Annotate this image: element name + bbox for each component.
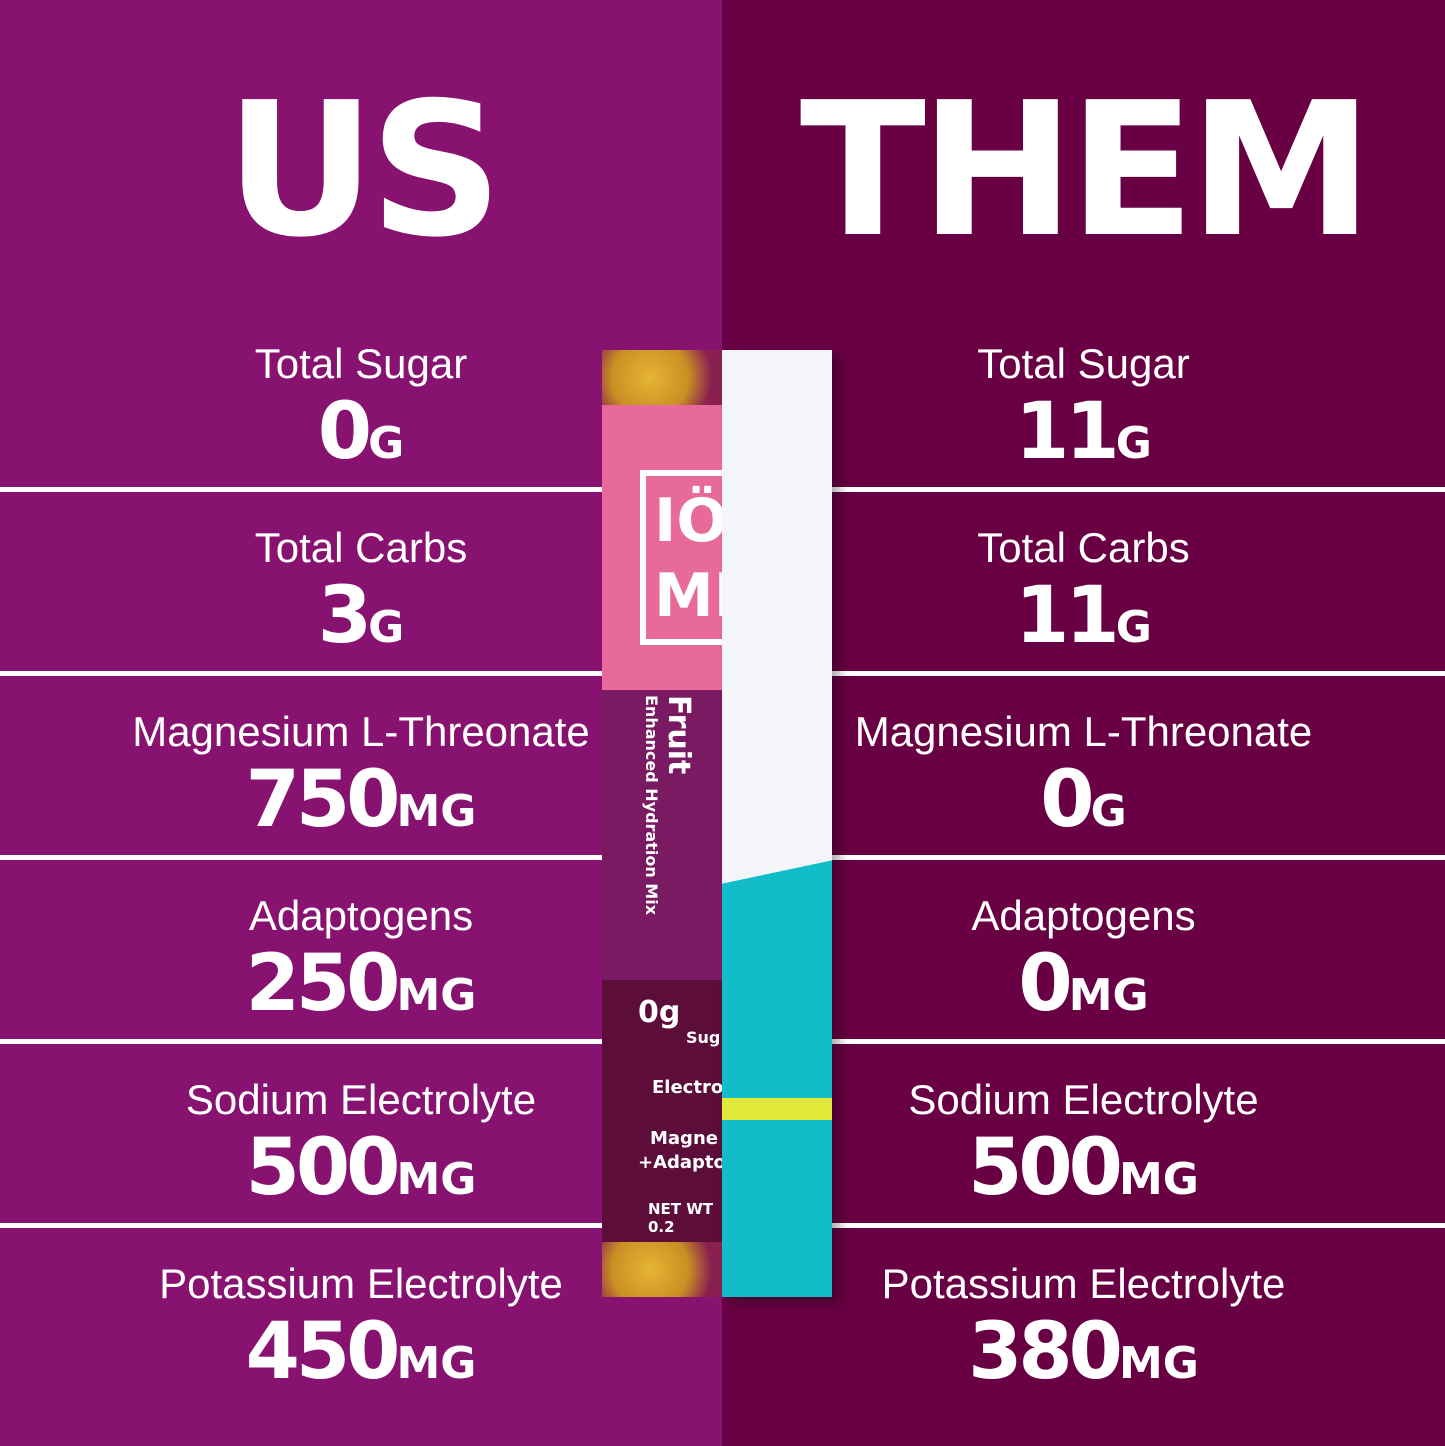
- us-row: Sodium Electrolyte 500MG: [0, 1066, 722, 1250]
- nutrient-label: Potassium Electrolyte: [159, 1260, 563, 1307]
- nutrient-value: 750MG: [245, 755, 477, 845]
- us-title: US: [225, 62, 502, 278]
- nutrient-value: 0MG: [1018, 939, 1149, 1029]
- packet-adaptogens: +Adapto: [638, 1152, 726, 1173]
- nutrient-label: Potassium Electrolyte: [881, 1260, 1286, 1307]
- them-row: Magnesium L-Threonate 0G: [722, 698, 1445, 882]
- product-packet-them: [722, 350, 832, 1297]
- us-row: Magnesium L-Threonate 750MG: [0, 698, 722, 882]
- nutrient-label: Sodium Electrolyte: [185, 1076, 537, 1123]
- them-row: Potassium Electrolyte 380MG: [722, 1250, 1445, 1434]
- nutrient-unit: G: [1115, 602, 1152, 653]
- us-row: Potassium Electrolyte 450MG: [0, 1250, 722, 1434]
- packet-net-weight: NET WT 0.2: [648, 1200, 714, 1236]
- nutrient-label: Sodium Electrolyte: [908, 1076, 1259, 1123]
- row-divider: [830, 1223, 1445, 1228]
- us-panel: US Total Sugar 0G Total Carbs 3G Magnesium…: [0, 0, 722, 1446]
- nutrient-label: Magnesium L-Threonate: [132, 708, 590, 755]
- nutrient-value: 3G: [317, 571, 405, 661]
- nutrient-unit: MG: [396, 1338, 477, 1389]
- them-title: THEM: [799, 62, 1374, 278]
- packet-magnesium: Magne: [650, 1128, 718, 1149]
- nutrient-value: 500MG: [245, 1123, 477, 1213]
- row-divider: [830, 1039, 1445, 1044]
- nutrient-value: 11G: [1015, 387, 1152, 477]
- nutrient-unit: MG: [396, 970, 477, 1021]
- row-divider: [0, 1039, 620, 1044]
- row-divider: [0, 487, 620, 492]
- nutrient-unit: MG: [1068, 970, 1149, 1021]
- packet-stripe: [722, 1098, 832, 1120]
- nutrient-unit: MG: [396, 786, 477, 837]
- nutrient-label: Total Sugar: [254, 340, 468, 387]
- nutrient-label: Total Carbs: [254, 524, 468, 571]
- packet-flavor: Fruit Enhanced Hydration Mix: [642, 695, 696, 916]
- them-panel: THEM Total Sugar 11G Total Carbs 11G Magne…: [722, 0, 1445, 1446]
- nutrient-unit: MG: [396, 1154, 477, 1205]
- row-divider: [0, 1223, 620, 1228]
- nutrient-value: 250MG: [245, 939, 477, 1029]
- row-divider: [830, 671, 1445, 676]
- nutrient-unit: MG: [1118, 1338, 1199, 1389]
- row-divider: [830, 487, 1445, 492]
- nutrient-unit: G: [368, 418, 405, 469]
- row-divider: [0, 671, 620, 676]
- packet-electrolytes: Electro: [652, 1077, 724, 1098]
- packet-sugar-label: Sug: [686, 1028, 721, 1047]
- nutrient-value: 0G: [317, 387, 405, 477]
- nutrient-unit: G: [368, 602, 405, 653]
- them-row: Sodium Electrolyte 500MG: [722, 1066, 1445, 1250]
- us-row: Total Sugar 0G: [0, 330, 722, 514]
- them-row: Total Sugar 11G: [722, 330, 1445, 514]
- nutrient-label: Total Carbs: [977, 524, 1190, 571]
- brand-logo: IÖ MI: [640, 470, 736, 645]
- packet-sugar: 0g: [638, 995, 681, 1030]
- passion-fruit-image: [602, 1242, 722, 1297]
- product-packet-us: IÖ MI Fruit Enhanced Hydration Mix 0g Sug…: [602, 350, 736, 1297]
- nutrient-label: Adaptogens: [971, 892, 1196, 939]
- nutrient-value: 500MG: [968, 1123, 1199, 1213]
- nutrient-label: Total Sugar: [977, 340, 1190, 387]
- us-row: Total Carbs 3G: [0, 514, 722, 698]
- them-row: Total Carbs 11G: [722, 514, 1445, 698]
- nutrient-label: Adaptogens: [248, 892, 474, 939]
- nutrient-unit: G: [1115, 418, 1152, 469]
- nutrient-unit: G: [1090, 786, 1127, 837]
- nutrient-value: 11G: [1015, 571, 1152, 661]
- them-row: Adaptogens 0MG: [722, 882, 1445, 1066]
- passion-fruit-image: [602, 350, 722, 405]
- nutrient-value: 0G: [1040, 755, 1127, 845]
- us-row: Adaptogens 250MG: [0, 882, 722, 1066]
- row-divider: [830, 855, 1445, 860]
- nutrient-label: Magnesium L-Threonate: [854, 708, 1313, 755]
- nutrient-unit: MG: [1118, 1154, 1199, 1205]
- nutrient-value: 380MG: [968, 1307, 1199, 1397]
- nutrient-value: 450MG: [245, 1307, 477, 1397]
- row-divider: [0, 855, 620, 860]
